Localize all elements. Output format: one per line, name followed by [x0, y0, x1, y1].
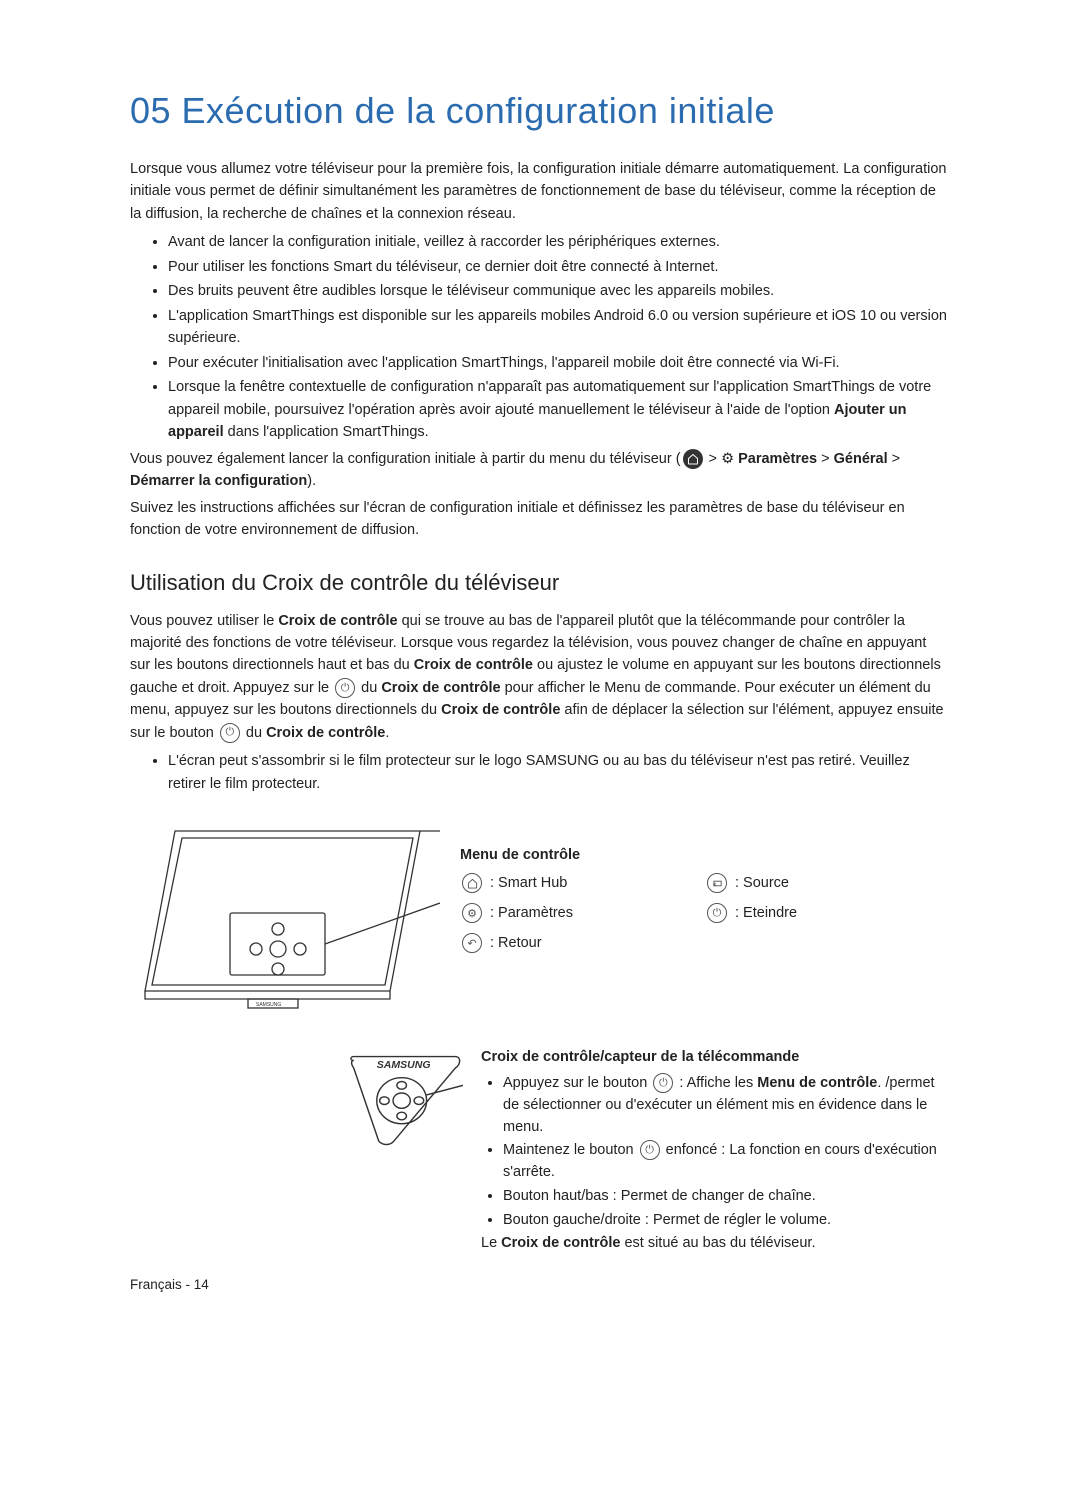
home-icon: [683, 449, 703, 469]
controller-bullet: Bouton haut/bas : Permet de changer de c…: [503, 1186, 950, 1208]
navpath-pre: Vous pouvez également lancer la configur…: [130, 451, 681, 467]
page-title: 05 Exécution de la configuration initial…: [130, 90, 950, 132]
menu-legend: Menu de contrôle : Smart Hub : Source ⚙ …: [460, 813, 950, 953]
text-bold: Croix de contrôle: [441, 702, 560, 718]
intro-paragraph: Lorsque vous allumez votre téléviseur po…: [130, 158, 950, 225]
section2-bullet: L'écran peut s'assombrir si le film prot…: [168, 750, 950, 795]
navpath-boot: Démarrer la configuration: [130, 473, 307, 489]
power-icon: ⏻: [640, 1140, 660, 1160]
lower-diagram-area: SAMSUNG Croix de contrôle/capteur de la …: [130, 1047, 950, 1255]
section2-paragraph: Vous pouvez utiliser le Croix de contrôl…: [130, 610, 950, 745]
text-bold: Croix de contrôle: [266, 725, 385, 741]
text-span: Maintenez le bouton: [503, 1142, 638, 1158]
power-icon: ⏻: [653, 1073, 673, 1093]
menu-label: : Paramètres: [490, 905, 573, 921]
controller-bullet: Appuyez sur le bouton ⏻ : Affiche les Me…: [503, 1073, 950, 1138]
navpath-boot-pre: >: [888, 451, 901, 467]
menu-label: : Retour: [490, 935, 542, 951]
controller-bullet: Maintenez le bouton ⏻ enfoncé : La fonct…: [503, 1140, 950, 1184]
diagram-area: SAMSUNG Menu de contrôle : Smart Hub : S…: [130, 813, 950, 1043]
text-bold: Menu de contrôle: [757, 1075, 877, 1091]
controller-footnote: Le Croix de contrôle est situé au bas du…: [481, 1233, 950, 1255]
bullet-item: Lorsque la fenêtre contextuelle de confi…: [168, 376, 950, 443]
bullet-item: Des bruits peuvent être audibles lorsque…: [168, 280, 950, 302]
bullet-item: Pour exécuter l'initialisation avec l'ap…: [168, 352, 950, 374]
controller-legend: Croix de contrôle/capteur de la télécomm…: [481, 1047, 950, 1255]
menu-label: : Eteindre: [735, 905, 797, 921]
navpath-params: Paramètres: [734, 451, 817, 467]
controller-legend-title: Croix de contrôle/capteur de la télécomm…: [481, 1047, 950, 1069]
menu-row-parametres: ⚙ : Paramètres: [460, 903, 705, 923]
bullet-item: Avant de lancer la configuration initial…: [168, 231, 950, 253]
text-bold: Croix de contrôle: [414, 657, 533, 673]
text-span: Appuyez sur le bouton: [503, 1075, 651, 1091]
navpath-end: ).: [307, 473, 316, 489]
text-span: est situé au bas du téléviseur.: [620, 1235, 815, 1251]
power-icon: ⏻: [335, 678, 355, 698]
home-icon: [462, 873, 482, 893]
svg-text:SAMSUNG: SAMSUNG: [256, 1002, 281, 1008]
tv-illustration: SAMSUNG: [130, 813, 440, 1043]
controller-illustration: SAMSUNG: [348, 1047, 463, 1157]
text-bold: Croix de contrôle: [501, 1235, 620, 1251]
source-icon: [707, 873, 727, 893]
power-icon: ⏻: [707, 903, 727, 923]
return-icon: ↶: [462, 933, 482, 953]
menu-title: Menu de contrôle: [460, 847, 950, 863]
menu-row-source: : Source: [705, 873, 950, 893]
text-span: du: [357, 680, 381, 696]
section-heading: Utilisation du Croix de contrôle du télé…: [130, 570, 950, 596]
text-span: Le: [481, 1235, 501, 1251]
intro-bullet-list: Avant de lancer la configuration initial…: [130, 231, 950, 443]
nav-path: Vous pouvez également lancer la configur…: [130, 448, 950, 493]
text-span: .: [385, 725, 389, 741]
bullet-text-post: dans l'application SmartThings.: [224, 424, 429, 440]
menu-row-smarthub: : Smart Hub: [460, 873, 705, 893]
gear-icon: [721, 451, 734, 467]
power-icon: ⏻: [220, 723, 240, 743]
navpath-general: Général: [834, 451, 888, 467]
text-span: du: [242, 725, 266, 741]
controller-bullet: Bouton gauche/droite : Permet de régler …: [503, 1210, 950, 1232]
svg-text:SAMSUNG: SAMSUNG: [377, 1059, 431, 1071]
bullet-item: Pour utiliser les fonctions Smart du tél…: [168, 256, 950, 278]
text-bold: Croix de contrôle: [381, 680, 500, 696]
gear-icon: ⚙: [462, 903, 482, 923]
menu-row-eteindre: ⏻ : Eteindre: [705, 903, 950, 923]
bullet-text-pre: Lorsque la fenêtre contextuelle de confi…: [168, 379, 931, 417]
after-nav-paragraph: Suivez les instructions affichées sur l'…: [130, 497, 950, 542]
text-span: Vous pouvez utiliser le: [130, 613, 278, 629]
bullet-item: L'application SmartThings est disponible…: [168, 305, 950, 350]
menu-label: : Smart Hub: [490, 875, 567, 891]
text-span: : Affiche les: [675, 1075, 757, 1091]
menu-row-retour: ↶ : Retour: [460, 933, 705, 953]
text-bold: Croix de contrôle: [278, 613, 397, 629]
menu-label: : Source: [735, 875, 789, 891]
page-footer: Français - 14: [130, 1277, 950, 1292]
